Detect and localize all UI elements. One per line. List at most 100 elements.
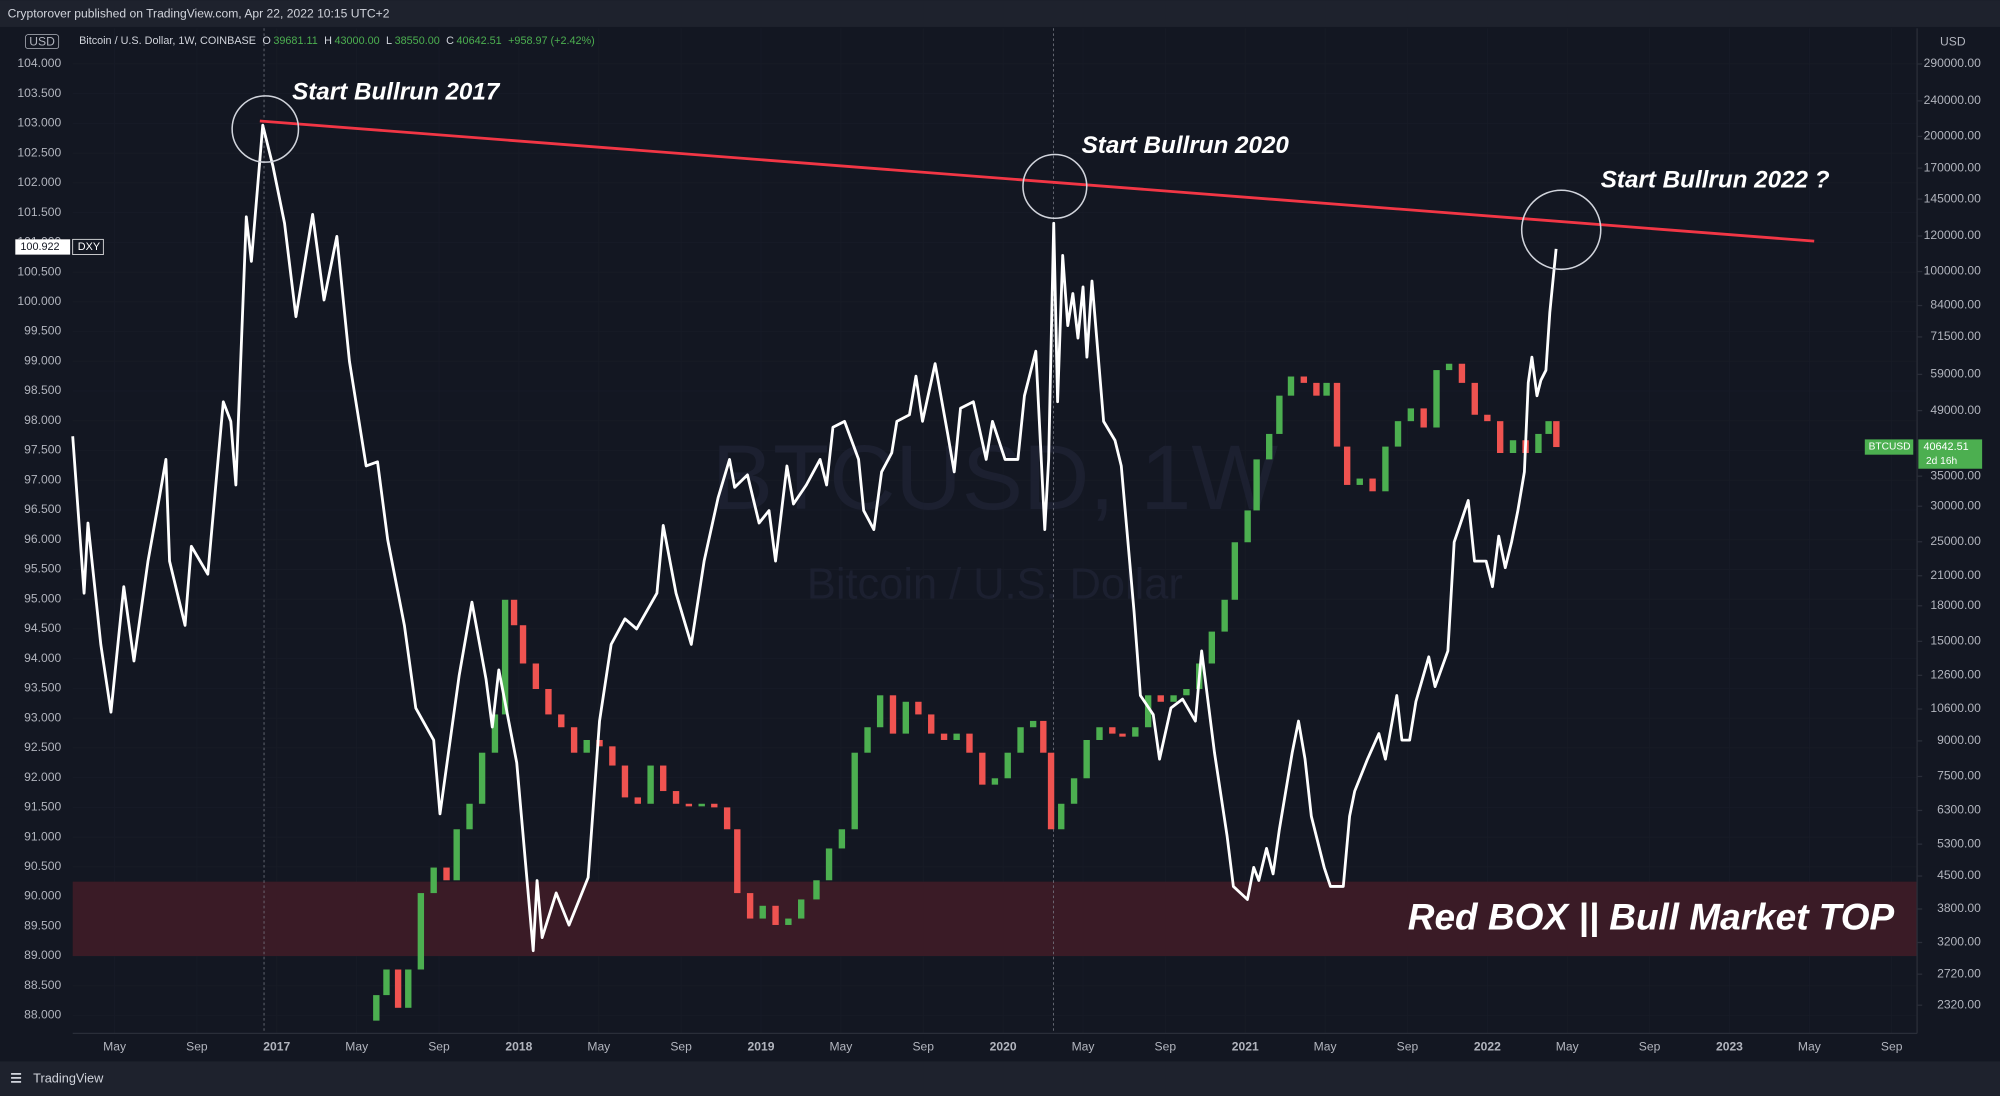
- x-tick-label: May: [1556, 1040, 1580, 1054]
- candle-body: [394, 969, 402, 1008]
- currency-label: USD: [1940, 34, 1966, 48]
- candle-body: [383, 969, 390, 996]
- y2-tick-label: 145000.00: [1924, 191, 1982, 205]
- y-tick-label: 90.000: [24, 889, 61, 903]
- y-tick-label: 102.000: [17, 175, 61, 189]
- candle-body: [798, 899, 805, 919]
- y2-tick-label: 9000.00: [1937, 733, 1981, 747]
- annotation-circle: [231, 95, 300, 163]
- y-tick-label: 91.000: [24, 829, 61, 843]
- red-box: [72, 881, 1918, 957]
- annotation: Start Bullrun 2020: [1082, 132, 1290, 159]
- candle-body: [1221, 599, 1228, 632]
- candle-body: [621, 765, 629, 798]
- candle-body: [1170, 695, 1177, 702]
- x-tick-label: May: [587, 1040, 611, 1054]
- y2-tick-label: 170000.00: [1924, 160, 1982, 174]
- candle-body: [519, 625, 527, 664]
- candle-body: [1070, 778, 1078, 804]
- x-tick-label: Sep: [1881, 1040, 1903, 1054]
- legend-text: O: [262, 35, 270, 47]
- candle-body: [570, 727, 578, 753]
- x-tick-label: May: [1314, 1040, 1338, 1054]
- candle-body: [660, 765, 667, 792]
- y-tick-label: 98.000: [24, 413, 61, 427]
- candle-body: [583, 739, 590, 753]
- y2-tick-label: 6300.00: [1937, 803, 1981, 817]
- candle-body: [991, 778, 999, 785]
- x-tick-label: Sep: [428, 1040, 450, 1054]
- candle-body: [711, 803, 718, 808]
- annotation-circle: [1022, 153, 1088, 220]
- candle-body: [672, 791, 680, 804]
- candle-body: [491, 714, 499, 753]
- candle-body: [1096, 727, 1103, 740]
- candle-body: [1509, 440, 1517, 454]
- y2-tick-label: 2720.00: [1937, 966, 1981, 980]
- x-tick-label: Sep: [1155, 1040, 1177, 1054]
- y2-tick-label: 240000.00: [1924, 93, 1982, 107]
- candle-body: [1208, 631, 1216, 664]
- x-tick-label: May: [1072, 1040, 1096, 1054]
- candle-body: [1119, 733, 1126, 737]
- candle-body: [1058, 803, 1065, 830]
- y-tick-label: 104.000: [17, 56, 61, 70]
- box-area: [72, 881, 1918, 957]
- y-tick-label: 103.500: [17, 86, 61, 100]
- x-tick-label: May: [829, 1040, 853, 1054]
- candle-body: [723, 807, 731, 830]
- candle-body: [1343, 446, 1351, 485]
- candle-body: [1266, 433, 1273, 460]
- legend: Bitcoin / U.S. Dollar, 1W, COINBASE O 3968…: [79, 35, 595, 47]
- candle-body: [1484, 414, 1491, 422]
- header-text: Cryptorover published on TradingView.com…: [8, 6, 390, 20]
- currency-box: [25, 34, 60, 50]
- y2-tick-label: 5300.00: [1937, 836, 1981, 850]
- x-tick-label: Sep: [1639, 1040, 1661, 1054]
- y-tick-label: 97.000: [24, 472, 61, 486]
- legend-text: C: [446, 35, 454, 47]
- axes: 88.000 88.500 89.000 89.500 90.000 90.500 91.0…: [17, 28, 1982, 1054]
- candle-body: [1535, 433, 1542, 454]
- y-tick-label: 89.000: [24, 948, 61, 962]
- candle-body: [1553, 421, 1560, 448]
- footer-logo: ☰: [10, 1071, 21, 1086]
- candle-body: [545, 689, 552, 715]
- lines: [71, 119, 1815, 953]
- candle-body: [940, 733, 948, 740]
- price-badge-value: 40642.51: [1923, 441, 1968, 453]
- y-tick-label: 88.500: [24, 978, 61, 992]
- candle-body: [1253, 459, 1260, 511]
- candle-body: [1394, 421, 1402, 447]
- candle-body: [876, 695, 884, 728]
- y2-tick-label: 100000.00: [1924, 264, 1982, 278]
- x-tick-label: May: [345, 1040, 369, 1054]
- candle-body: [634, 797, 641, 804]
- y-tick-label: 98.500: [24, 383, 61, 397]
- x-tick-label: 2020: [990, 1040, 1017, 1054]
- y-tick-label: 92.000: [24, 770, 61, 784]
- y2-tick-label: 30000.00: [1930, 498, 1981, 512]
- legend-text: 38550.00: [395, 35, 440, 47]
- candle-body: [558, 714, 565, 728]
- footer-text: TradingView: [33, 1071, 104, 1086]
- legend-text: H: [324, 35, 332, 47]
- x-tick-label: 2017: [263, 1040, 290, 1054]
- legend-text: 40642.51: [457, 35, 502, 47]
- y2-tick-label: 4500.00: [1937, 868, 1981, 882]
- y-tick-label: 99.000: [24, 353, 61, 367]
- series-badge-name: BTCUSD: [1869, 442, 1911, 453]
- currency-label: USD: [29, 34, 55, 48]
- trend-line: [259, 119, 1815, 243]
- x-tick-label: Sep: [912, 1040, 934, 1054]
- y-tick-label: 94.500: [24, 621, 61, 635]
- y-tick-label: 95.500: [24, 562, 61, 576]
- y-tick-label: 100.500: [17, 264, 61, 278]
- y2-tick-label: 3800.00: [1937, 901, 1981, 915]
- x-tick-label: May: [103, 1040, 127, 1054]
- candle-body: [1004, 752, 1011, 779]
- candle-body: [1231, 542, 1239, 600]
- candle-body: [1407, 408, 1415, 422]
